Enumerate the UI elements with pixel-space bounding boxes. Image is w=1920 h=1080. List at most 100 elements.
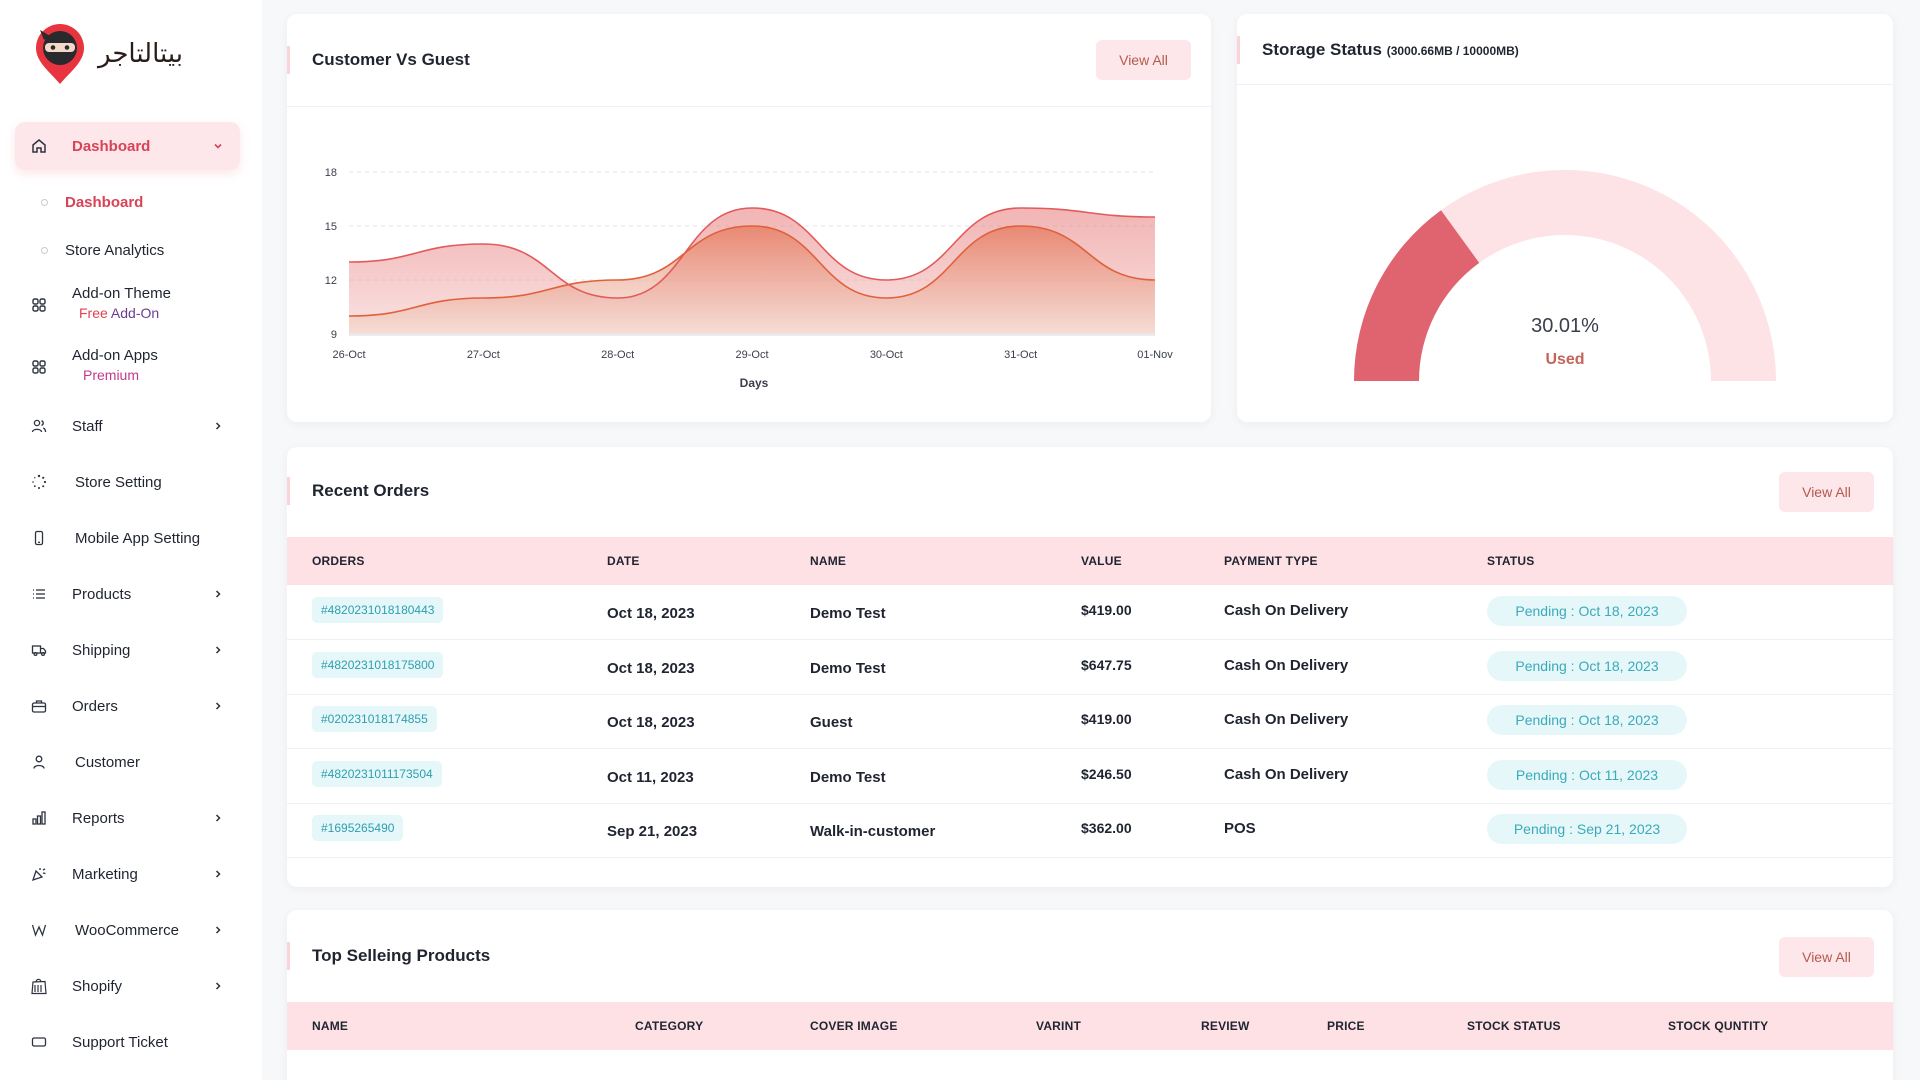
sidebar-item-store-setting[interactable]: Store Setting <box>15 454 240 510</box>
y-tick-label: 12 <box>325 275 337 287</box>
table-row[interactable]: #020231018174855 Oct 18, 2023 Guest $419.00… <box>287 694 1893 749</box>
table-row[interactable]: #4820231011173504 Oct 11, 2023 Demo Test $2… <box>287 749 1893 804</box>
order-name: Walk-in-customer <box>810 823 936 840</box>
order-date: Oct 11, 2023 <box>607 768 694 786</box>
chevron-right-icon <box>210 922 226 938</box>
customer-guest-area-chart: 9 12 15 18 26-Oct 27-Oct 28-Oct 29-Oct 30-Oct 31-… <box>325 167 1173 390</box>
user-icon <box>30 753 48 771</box>
sidebar-item-label: Shipping <box>72 641 131 659</box>
column-header: DATE <box>607 554 640 568</box>
column-header: PAYMENT TYPE <box>1224 554 1318 568</box>
sidebar-item-shipping[interactable]: Shipping <box>15 622 240 678</box>
confetti-icon <box>30 865 48 883</box>
order-payment: Cash On Delivery <box>1224 602 1349 619</box>
storage-title: Storage Status <box>1262 40 1382 59</box>
gauge-used-segment <box>1354 210 1480 381</box>
sidebar-item-shopify[interactable]: Shopify <box>15 958 240 1014</box>
sidebar-item-reports[interactable]: Reports <box>15 790 240 846</box>
addon-theme-badge: Free Add-On <box>79 305 159 321</box>
chevron-right-icon <box>210 810 226 826</box>
sidebar-item-addon-apps[interactable]: Add-on Apps Premium <box>15 336 240 398</box>
sidebar-item-label: Add-on Apps <box>72 347 158 364</box>
sidebar-item-customer[interactable]: Customer <box>15 734 240 790</box>
column-header: PRICE <box>1327 1019 1365 1033</box>
order-value: $246.50 <box>1081 765 1132 782</box>
sidebar-item-label: Orders <box>72 697 118 715</box>
sidebar-item-label: Add-on Theme <box>72 285 171 302</box>
chevron-down-icon <box>210 138 226 154</box>
order-name: Demo Test <box>810 605 886 622</box>
storage-status-card: Storage Status (3000.66MB / 10000MB) 30.… <box>1237 14 1893 422</box>
order-value: $647.75 <box>1081 656 1132 673</box>
brand-name: بيتالتاجر <box>98 39 183 69</box>
ninja-logo-icon <box>32 22 88 86</box>
order-id-link[interactable]: #1695265490 <box>312 815 404 841</box>
sidebar-item-mobile-app-setting[interactable]: Mobile App Setting <box>15 510 240 566</box>
order-id-link[interactable]: #4820231018180443 <box>312 597 444 623</box>
bullet-icon <box>41 246 48 254</box>
view-all-button[interactable]: View All <box>1096 40 1191 80</box>
grid-icon <box>30 358 48 376</box>
order-payment: POS <box>1224 820 1256 837</box>
sidebar-item-label: Staff <box>72 417 103 435</box>
sidebar-item-label: Store Setting <box>75 473 162 491</box>
table-row[interactable]: #4820231018180443 Oct 18, 2023 Demo Test $4… <box>287 585 1893 640</box>
x-tick-label: 27-Oct <box>467 349 500 361</box>
x-tick-label: 28-Oct <box>601 349 634 361</box>
sidebar-item-label: Products <box>72 585 132 603</box>
card-divider <box>287 106 1211 107</box>
list-icon <box>30 585 48 603</box>
sidebar-item-label: Support Ticket <box>72 1033 168 1051</box>
sidebar-item-staff[interactable]: Staff <box>15 398 240 454</box>
sidebar-nav-list: Staff Store Setting Mobile App Setting Prod… <box>15 398 240 1070</box>
status-badge: Pending : Oct 18, 2023 <box>1487 650 1687 681</box>
sidebar-item-label: Dashboard <box>72 137 151 155</box>
sidebar-subitem-store-analytics[interactable]: Store Analytics <box>15 226 240 274</box>
sidebar-item-orders[interactable]: Orders <box>15 678 240 734</box>
column-header: STOCK QUNTITY <box>1668 1019 1769 1033</box>
order-date: Oct 18, 2023 <box>607 714 695 731</box>
chevron-right-icon <box>210 418 226 434</box>
table-row[interactable]: #1695265490 Sep 21, 2023 Walk-in-customer $… <box>287 803 1893 858</box>
card-title: Storage Status (3000.66MB / 10000MB) <box>1262 40 1519 60</box>
view-all-button[interactable]: View All <box>1779 472 1874 512</box>
order-id-link[interactable]: #4820231018175800 <box>312 651 444 678</box>
status-badge: Pending : Oct 18, 2023 <box>1487 705 1687 735</box>
column-header: VALUE <box>1081 554 1122 568</box>
column-header: STOCK STATUS <box>1467 1019 1561 1033</box>
sidebar-item-woocommerce[interactable]: WooCommerce <box>15 902 240 958</box>
free-label: Free <box>79 305 108 321</box>
status-badge: Pending : Oct 18, 2023 <box>1487 596 1687 626</box>
card-title: Top Selleing Products <box>287 942 491 970</box>
x-tick-label: 30-Oct <box>870 349 903 361</box>
sidebar-subitem-label: Dashboard <box>65 193 144 211</box>
sidebar-item-label: Reports <box>72 809 125 827</box>
sidebar-item-products[interactable]: Products <box>15 566 240 622</box>
brand-logo[interactable]: بيتالتاجر <box>32 22 183 86</box>
x-tick-label: 01-Nov <box>1137 349 1173 361</box>
column-header: ORDERS <box>312 554 365 568</box>
view-all-button[interactable]: View All <box>1779 937 1874 977</box>
sidebar-subitem-dashboard[interactable]: Dashboard <box>15 178 240 226</box>
sidebar-item-support-ticket[interactable]: Support Ticket <box>15 1014 240 1070</box>
column-header: CATEGORY <box>635 1019 704 1033</box>
chart-icon <box>30 809 48 827</box>
column-header: NAME <box>312 1019 349 1033</box>
x-tick-label: 29-Oct <box>735 349 768 361</box>
truck-icon <box>30 641 48 659</box>
sidebar-item-label: Customer <box>75 753 141 771</box>
grid-icon <box>30 296 48 314</box>
chevron-right-icon <box>210 978 226 994</box>
w-icon <box>30 921 48 939</box>
order-id-link[interactable]: #4820231011173504 <box>312 760 442 787</box>
column-header: REVIEW <box>1201 1019 1250 1033</box>
x-tick-label: 26-Oct <box>332 349 365 361</box>
x-axis-label: Days <box>740 376 769 390</box>
ticket-icon <box>30 1033 48 1051</box>
order-id-link[interactable]: #020231018174855 <box>312 706 437 732</box>
sidebar-item-dashboard[interactable]: Dashboard <box>15 122 240 170</box>
table-row[interactable]: #4820231018175800 Oct 18, 2023 Demo Test $6… <box>287 640 1893 695</box>
products-table-header: NAME CATEGORY COVER IMAGE VARINT REVIEW PRICE… <box>287 1002 1893 1050</box>
sidebar-item-marketing[interactable]: Marketing <box>15 846 240 902</box>
sidebar-item-addon-theme[interactable]: Add-on Theme Free Add-On <box>15 274 240 336</box>
